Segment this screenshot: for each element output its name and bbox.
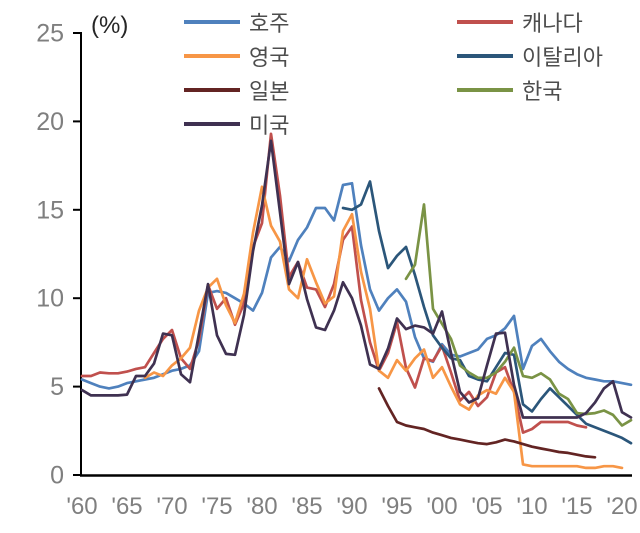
y-axis-tick-label: 25 [36, 20, 64, 48]
x-axis-tick-label: '75 [201, 493, 232, 520]
y-axis-unit-label: (%) [91, 12, 129, 39]
x-axis-tick-label: '00 [426, 493, 457, 520]
y-axis-tick-label: 20 [36, 108, 64, 136]
x-axis-tick-label: '65 [111, 493, 142, 520]
series-line-australia [80, 181, 633, 390]
x-axis-tick-label: '85 [291, 493, 322, 520]
x-axis-tick-label: '20 [606, 493, 637, 520]
x-axis-tick-label: '05 [471, 493, 502, 520]
series-line-italy [341, 180, 633, 445]
x-axis-tick-label: '80 [246, 493, 277, 520]
y-axis-tick-label: 10 [36, 285, 64, 313]
y-axis-tick-label: 5 [50, 373, 64, 401]
series-line-uk [143, 185, 624, 470]
series-line-korea [404, 203, 633, 427]
y-axis-tick-label: 15 [36, 196, 64, 224]
series-line-canada [80, 132, 588, 434]
y-axis-tick-label: 0 [50, 462, 64, 490]
x-axis-tick-label: '95 [381, 493, 412, 520]
x-axis-tick-label: '90 [336, 493, 367, 520]
x-axis-tick-label: '15 [561, 493, 592, 520]
x-axis-tick-label: '60 [66, 493, 97, 520]
x-axis-tick-label: '10 [516, 493, 547, 520]
series-line-japan [377, 387, 597, 459]
x-axis-tick-label: '70 [156, 493, 187, 520]
series-line-usa [80, 139, 633, 419]
